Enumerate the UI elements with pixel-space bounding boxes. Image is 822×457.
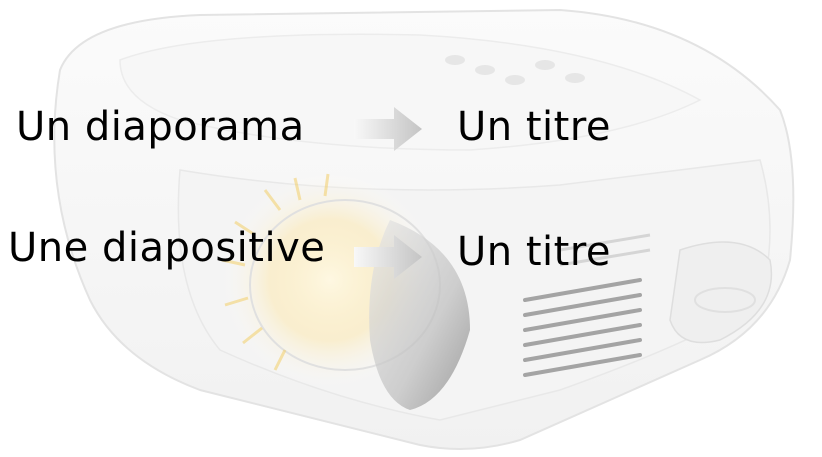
arrow-right-icon	[354, 235, 422, 279]
row1-left-text: Un diaporama	[16, 104, 305, 150]
row2-right-text: Un titre	[457, 229, 611, 275]
arrow-right-icon	[354, 107, 422, 151]
row1-right-text: Un titre	[457, 104, 611, 150]
row2-left-text: Une diapositive	[8, 225, 326, 271]
